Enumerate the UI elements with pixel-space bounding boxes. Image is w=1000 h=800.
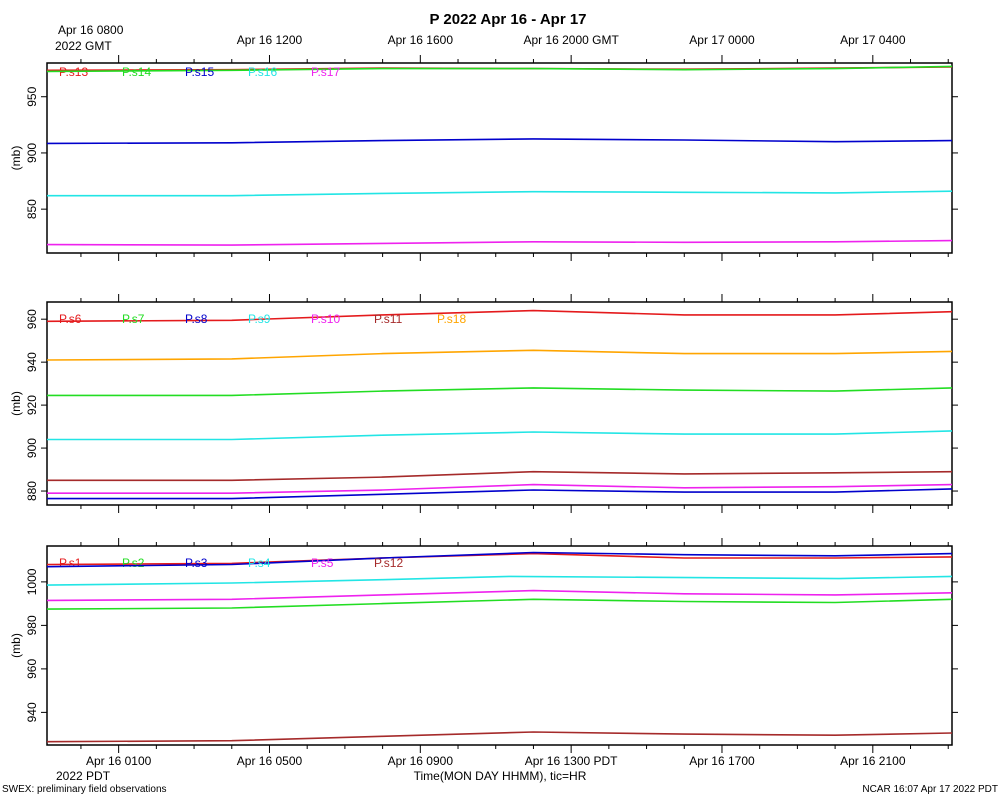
series-line-P-s2 xyxy=(46,598,953,610)
series-line-P-s3 xyxy=(46,551,953,568)
legend-label-P-s6: P.s6 xyxy=(59,312,82,326)
legend-label-P-s7: P.s7 xyxy=(122,312,145,326)
legend-label-P-s15: P.s15 xyxy=(185,65,214,79)
footer-left-note: SWEX: preliminary field observations xyxy=(2,784,167,795)
series-line-P-s12 xyxy=(46,731,953,743)
top-axis-label: Apr 16 1200 xyxy=(237,33,303,47)
y-tick-label: 960 xyxy=(25,309,39,329)
y-tick-label: 940 xyxy=(25,352,39,372)
series-line-P-s5 xyxy=(46,589,953,602)
series-line-P-s18 xyxy=(46,349,953,361)
y-tick-label: 950 xyxy=(25,86,39,106)
y-tick-label: 980 xyxy=(25,615,39,635)
panel-frame xyxy=(46,545,953,746)
legend-label-P-s14: P.s14 xyxy=(122,65,151,79)
series-line-P-s11 xyxy=(47,470,953,482)
legend-label-P-s12: P.s12 xyxy=(374,556,403,570)
series-line-P-s16 xyxy=(47,190,953,197)
top-axis-label: Apr 17 0000 xyxy=(689,33,755,47)
series-line-P-s6 xyxy=(46,309,953,323)
y-axis-label: (mb) xyxy=(9,146,23,171)
top-axis-label: Apr 17 0400 xyxy=(840,33,906,47)
legend-label-P-s5: P.s5 xyxy=(311,556,334,570)
panel-frame xyxy=(46,62,953,254)
series-line-P-s15 xyxy=(46,138,953,145)
legend-label-P-s10: P.s10 xyxy=(311,312,340,326)
y-tick-label: 1000 xyxy=(25,568,39,595)
chart-title: P 2022 Apr 16 - Apr 17 xyxy=(429,11,586,28)
bottom-axis-labels: Apr 16 0100 Apr 16 0500 Apr 16 0900 Apr 16 … xyxy=(86,754,906,768)
series-line-P-s4 xyxy=(46,575,953,586)
legend-label-P-s3: P.s3 xyxy=(185,556,208,570)
top-axis-label: Apr 16 2000 GMT xyxy=(523,33,619,47)
bottom-axis-label: Apr 16 1700 xyxy=(689,754,755,768)
legend-label-P-s11: P.s11 xyxy=(374,312,403,326)
series-line-P-s1 xyxy=(46,552,953,566)
legend-label-P-s8: P.s8 xyxy=(185,312,208,326)
panel-frame xyxy=(46,301,953,506)
y-tick-label: 960 xyxy=(25,659,39,679)
y-tick-label: 900 xyxy=(25,438,39,458)
top-axis-labels: Apr 16 1200 Apr 16 1600 Apr 16 2000 GMT Apr… xyxy=(237,33,906,47)
y-axis-label: (mb) xyxy=(9,633,23,658)
series-line-P-s10 xyxy=(47,483,953,495)
bottom-axis-label: Apr 16 0100 xyxy=(86,754,152,768)
bottom-axis-label: Apr 16 0500 xyxy=(237,754,303,768)
y-tick-label: 900 xyxy=(25,143,39,163)
top-axis-label: Apr 16 1600 xyxy=(388,33,454,47)
top-axis-first-label-line2: 2022 GMT xyxy=(55,39,112,53)
legend-label-P-s4: P.s4 xyxy=(248,556,271,570)
legend-label-P-s9: P.s9 xyxy=(248,312,271,326)
series-line-P-s8 xyxy=(47,488,953,500)
footer-right-note: NCAR 16:07 Apr 17 2022 PDT xyxy=(862,784,998,795)
legend-label-P-s18: P.s18 xyxy=(437,312,466,326)
legend-label-P-s1: P.s1 xyxy=(59,556,82,570)
y-tick-label: 940 xyxy=(25,702,39,722)
y-axis-label: (mb) xyxy=(9,391,23,416)
top-axis-first-label-line1: Apr 16 0800 xyxy=(58,23,124,37)
bottom-axis-label: Apr 16 0900 xyxy=(388,754,454,768)
legend-label-P-s17: P.s17 xyxy=(311,65,340,79)
legend-label-P-s2: P.s2 xyxy=(122,556,145,570)
series-line-P-s7 xyxy=(47,387,953,397)
panel-3: 940 960 980 1000 (mb) P.s1 P.s2 P.s3 P.s4 P.s5 P.s… xyxy=(9,538,958,753)
y-tick-label: 920 xyxy=(25,395,39,415)
bottom-axis-label: Apr 16 1300 PDT xyxy=(525,754,618,768)
y-tick-label: 880 xyxy=(25,481,39,501)
series-line-P-s17 xyxy=(46,239,953,246)
bottom-axis-label: Apr 16 2100 xyxy=(840,754,906,768)
y-tick-label: 850 xyxy=(25,199,39,219)
x-axis-label: Time(MON DAY HHMM), tic=HR xyxy=(414,769,587,783)
panel-2: 880 900 920 940 960 (mb) P.s6 P.s7 P.s8 P.s9 P.s10… xyxy=(9,294,958,513)
series-line-P-s14 xyxy=(46,65,953,73)
series-line-P-s9 xyxy=(47,430,953,441)
legend-label-P-s16: P.s16 xyxy=(248,65,277,79)
bottom-axis-year-label: 2022 PDT xyxy=(56,769,111,783)
